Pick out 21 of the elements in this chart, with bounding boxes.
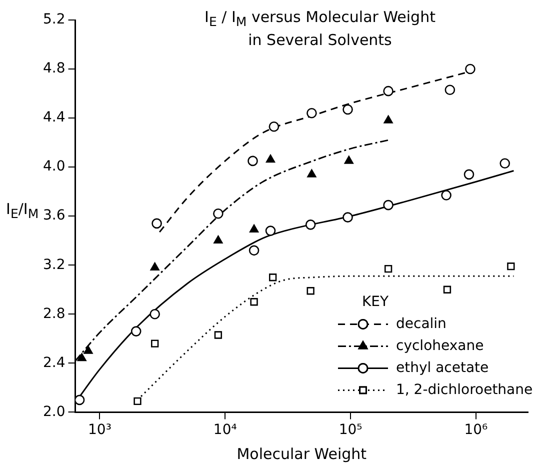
x-axis-title: Molecular Weight <box>236 444 367 463</box>
x-tick-label: 10⁵ <box>338 422 362 438</box>
y-tick-label: 4.8 <box>43 60 66 77</box>
y-axis-title: I$_{E}$/I$_{M}$ <box>6 200 39 221</box>
x-tick-label: 10⁴ <box>213 422 238 438</box>
legend-label: ethyl acetate <box>396 360 489 376</box>
legend-label: cyclohexane <box>396 338 484 354</box>
chart-title: I$_{E}$ / I$_{M}$ versus Molecular Weight in Several Solvents <box>204 8 436 50</box>
y-tick-label: 3.2 <box>43 256 66 273</box>
y-tick-label: 4.0 <box>43 158 66 175</box>
legend-label: 1, 2-dichloroethane <box>396 382 533 398</box>
y-tick-label: 2.4 <box>43 354 66 371</box>
x-tick-label: 10⁶ <box>464 422 488 438</box>
y-tick-label: 2.8 <box>43 306 66 322</box>
y-tick-label: 5.2 <box>43 12 66 28</box>
legend-title: KEY <box>362 294 390 310</box>
y-tick-label: 2.0 <box>43 404 66 420</box>
y-tick-label: 3.6 <box>43 208 66 224</box>
y-tick-label: 4.4 <box>43 110 66 126</box>
legend-label: decalin <box>396 316 446 332</box>
x-tick-label: 10³ <box>88 422 112 438</box>
